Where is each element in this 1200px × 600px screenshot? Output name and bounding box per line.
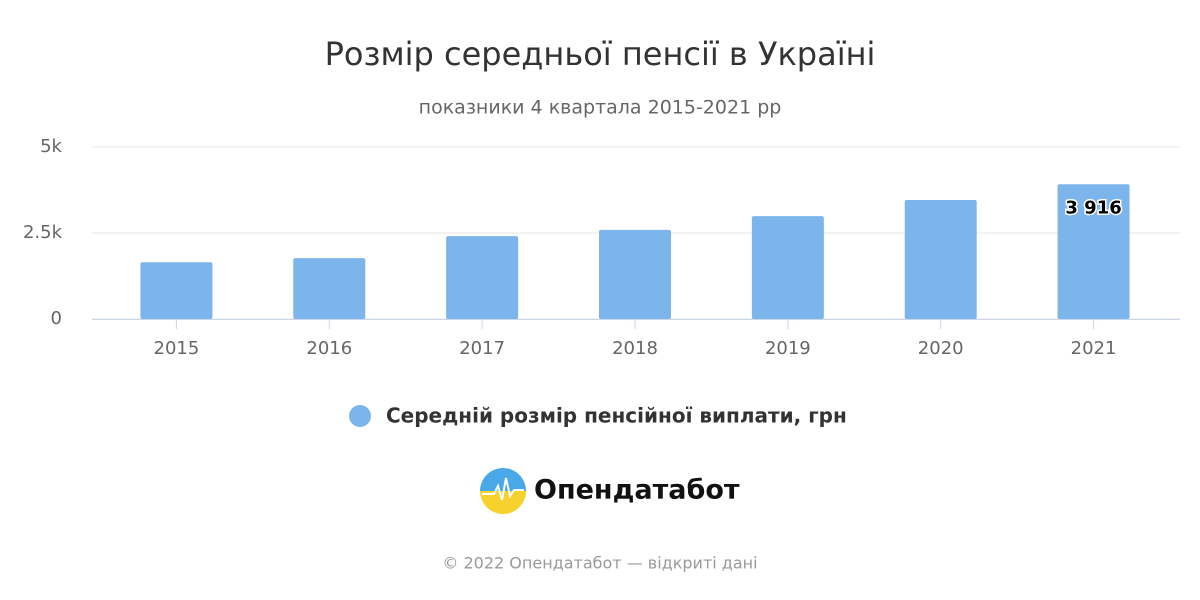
bar [751, 216, 824, 319]
y-tick-label: 2.5k [23, 222, 63, 243]
bar [293, 258, 366, 319]
bar [599, 229, 671, 319]
y-tick-label: 0 [51, 308, 62, 329]
data-label: 3 916 [1065, 197, 1121, 218]
chart-subtitle: показники 4 квартала 2015-2021 рр [419, 97, 782, 119]
legend-marker [349, 405, 371, 427]
logo-pulse [482, 477, 524, 501]
x-tick-label: 2021 [1071, 338, 1117, 359]
footer: © 2022 Опендатабот — відкриті дані [442, 554, 757, 573]
chart-title: Розмір середньої пенсії в Україні [325, 35, 876, 73]
bar [140, 262, 213, 319]
x-tick-label: 2020 [918, 338, 964, 359]
x-tick-label: 2015 [154, 338, 200, 359]
x-tick-label: 2018 [612, 338, 658, 359]
logo-text: Опендатабот [534, 475, 740, 506]
x-tick-label: 2016 [306, 338, 352, 359]
bar [446, 236, 519, 319]
y-tick-label: 5k [40, 136, 62, 157]
logo: Опендатабот [480, 468, 740, 514]
bar [904, 199, 977, 319]
legend-label: Середній розмір пенсійної виплати, грн [386, 404, 847, 428]
x-tick-label: 2017 [459, 338, 505, 359]
bar [1057, 184, 1130, 319]
x-tick-label: 2019 [765, 338, 811, 359]
